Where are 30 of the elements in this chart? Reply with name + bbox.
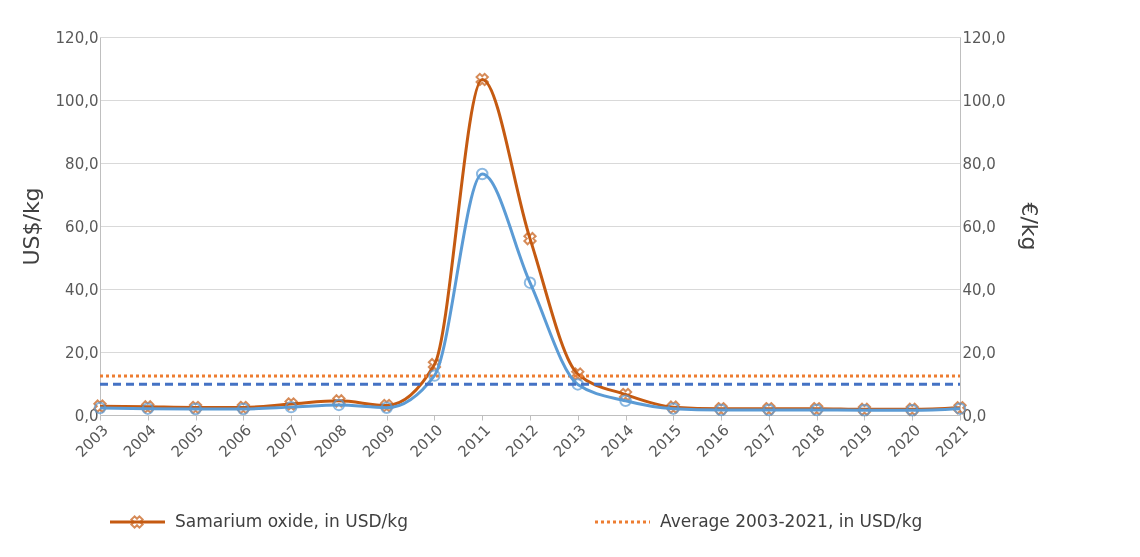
y2-tick-label: 0,0: [962, 406, 987, 425]
y-tick-label: 20,0: [65, 343, 99, 362]
y-tick-label: 60,0: [65, 217, 99, 236]
y2-tick-label: 100,0: [962, 91, 1006, 110]
y-tick-label: 120,0: [55, 28, 99, 47]
point: [523, 276, 537, 289]
point: [571, 378, 585, 391]
point: [332, 398, 346, 412]
point: [475, 72, 489, 87]
y2-tick-label: 120,0: [962, 28, 1006, 47]
legend-label: Average 2003-2021, in USD/kg: [660, 511, 923, 531]
y-tick-label: 100,0: [55, 91, 99, 110]
y2-tick-label: 80,0: [962, 154, 996, 173]
point: [475, 167, 489, 181]
point: [428, 369, 441, 382]
y2-tick-label: 40,0: [962, 280, 996, 299]
point: [571, 367, 585, 381]
point: [332, 394, 346, 408]
y2-tick-label: 60,0: [962, 217, 996, 236]
point: [523, 231, 537, 246]
point: [618, 387, 633, 402]
y2-axis-title: €/kg: [1017, 202, 1043, 251]
y-tick-label: 0,0: [74, 406, 99, 425]
legend-label: Samarium oxide, in USD/kg: [175, 511, 408, 531]
y-tick-label: 40,0: [65, 280, 99, 299]
y-axis-title: US$/kg: [18, 187, 44, 266]
y2-tick-label: 20,0: [962, 343, 996, 362]
point: [427, 357, 442, 372]
y-tick-label: 80,0: [65, 154, 99, 173]
point: [619, 394, 632, 408]
